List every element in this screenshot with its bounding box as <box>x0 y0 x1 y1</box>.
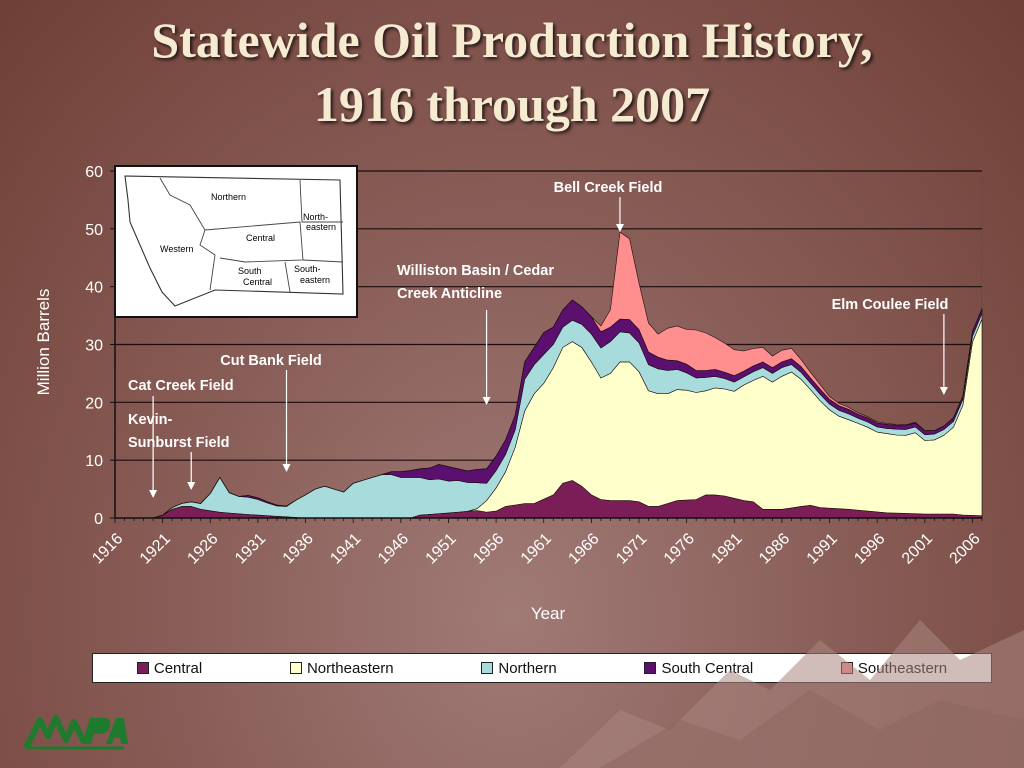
annotation-label: Elm Coulee Field <box>832 297 949 313</box>
legend-swatch <box>481 662 494 674</box>
map-label-northeastern: North- <box>303 212 328 222</box>
y-tick-label: 50 <box>85 222 103 239</box>
legend-item-central: Central <box>136 659 203 677</box>
annotation-arrowhead <box>282 464 291 472</box>
legend-swatch <box>136 662 149 674</box>
annotation-label: Bell Creek Field <box>554 180 663 196</box>
x-tick-label: 1941 <box>327 530 364 567</box>
y-tick-label: 10 <box>85 453 103 470</box>
stacked-areas <box>115 231 983 519</box>
legend-label: Northeastern <box>306 659 394 677</box>
legend-item-northeastern: Northeastern <box>289 659 394 677</box>
y-tick-label: 20 <box>85 395 103 412</box>
region-map-inset: Northern North- eastern Western Central … <box>114 165 358 318</box>
x-tick-label: 1921 <box>137 530 174 567</box>
x-tick-label: 1916 <box>89 530 126 567</box>
mpa-logo <box>24 715 128 750</box>
annotation-arrowhead <box>939 387 948 395</box>
legend-item-northern: Northern <box>481 659 557 677</box>
legend-label: Central <box>153 659 203 677</box>
y-axis-label: Million Barrels <box>34 289 53 396</box>
annotation-cut-bank: Cut Bank Field <box>220 353 322 472</box>
annotation-label: Cat Creek Field <box>128 378 234 394</box>
annotation-elm-coulee: Elm Coulee Field <box>832 297 949 395</box>
annotation-arrowhead <box>187 482 196 490</box>
map-label-south-central: South <box>238 266 262 276</box>
title-line-1: Statewide Oil Production History, <box>151 12 873 68</box>
annotation-arrowhead <box>482 397 491 405</box>
x-tick-label: 1931 <box>232 530 269 567</box>
map-label-northeastern-2: eastern <box>306 222 336 232</box>
map-label-south-central-2: Central <box>243 277 272 287</box>
mountain-decoration <box>560 620 1024 768</box>
state-outline <box>124 175 344 307</box>
annotation-cat-creek: Cat Creek Field <box>128 378 234 498</box>
annotation-arrowhead <box>615 224 624 232</box>
annotation-label: Sunburst Field <box>128 435 230 451</box>
map-label-southeastern-2: eastern <box>300 275 330 285</box>
annotation-bell-creek: Bell Creek Field <box>554 180 663 232</box>
map-label-central: Central <box>246 233 275 243</box>
y-tick-label: 30 <box>85 338 103 355</box>
y-tick-labels: 0 10 20 30 40 50 60 <box>85 164 103 528</box>
legend-swatch <box>644 662 657 674</box>
production-chart: 0 10 20 30 40 50 60 1916 1921 1926 1931 1936 1941 19… <box>34 164 984 623</box>
annotation-label: Kevin- <box>128 412 172 428</box>
annotation-kevin-sunburst: Kevin- Sunburst Field <box>128 412 230 490</box>
annotation-arrowhead <box>149 490 158 498</box>
x-tick-label: 1936 <box>280 530 317 567</box>
map-label-northern: Northern <box>211 192 246 202</box>
y-tick-label: 40 <box>85 280 103 297</box>
legend-swatch <box>289 662 302 674</box>
annotation-label: Williston Basin / Cedar <box>397 263 554 279</box>
map-label-western: Western <box>160 244 193 254</box>
map-label-southeastern: South- <box>294 264 321 274</box>
annotation-williston: Williston Basin / Cedar Creek Anticline <box>397 263 554 405</box>
x-tick-label: 1961 <box>518 530 555 567</box>
y-tick-label: 60 <box>85 164 103 181</box>
x-axis-label: Year <box>531 604 566 623</box>
y-tick-label: 0 <box>94 511 103 528</box>
annotation-label: Cut Bank Field <box>220 353 322 369</box>
series-area-southeastern <box>115 231 983 519</box>
title-line-2: 1916 through 2007 <box>313 76 711 132</box>
x-tick-label: 1946 <box>375 530 412 567</box>
x-tick-label: 1951 <box>423 530 460 567</box>
annotation-label: Creek Anticline <box>397 286 502 302</box>
page-title: Statewide Oil Production History, 1916 t… <box>0 8 1024 136</box>
x-tick-label: 1926 <box>184 530 221 567</box>
annotations: Bell Creek Field Williston Basin / Cedar C… <box>128 180 948 498</box>
x-tick-label: 1956 <box>470 530 507 567</box>
legend-label: Northern <box>498 659 557 677</box>
